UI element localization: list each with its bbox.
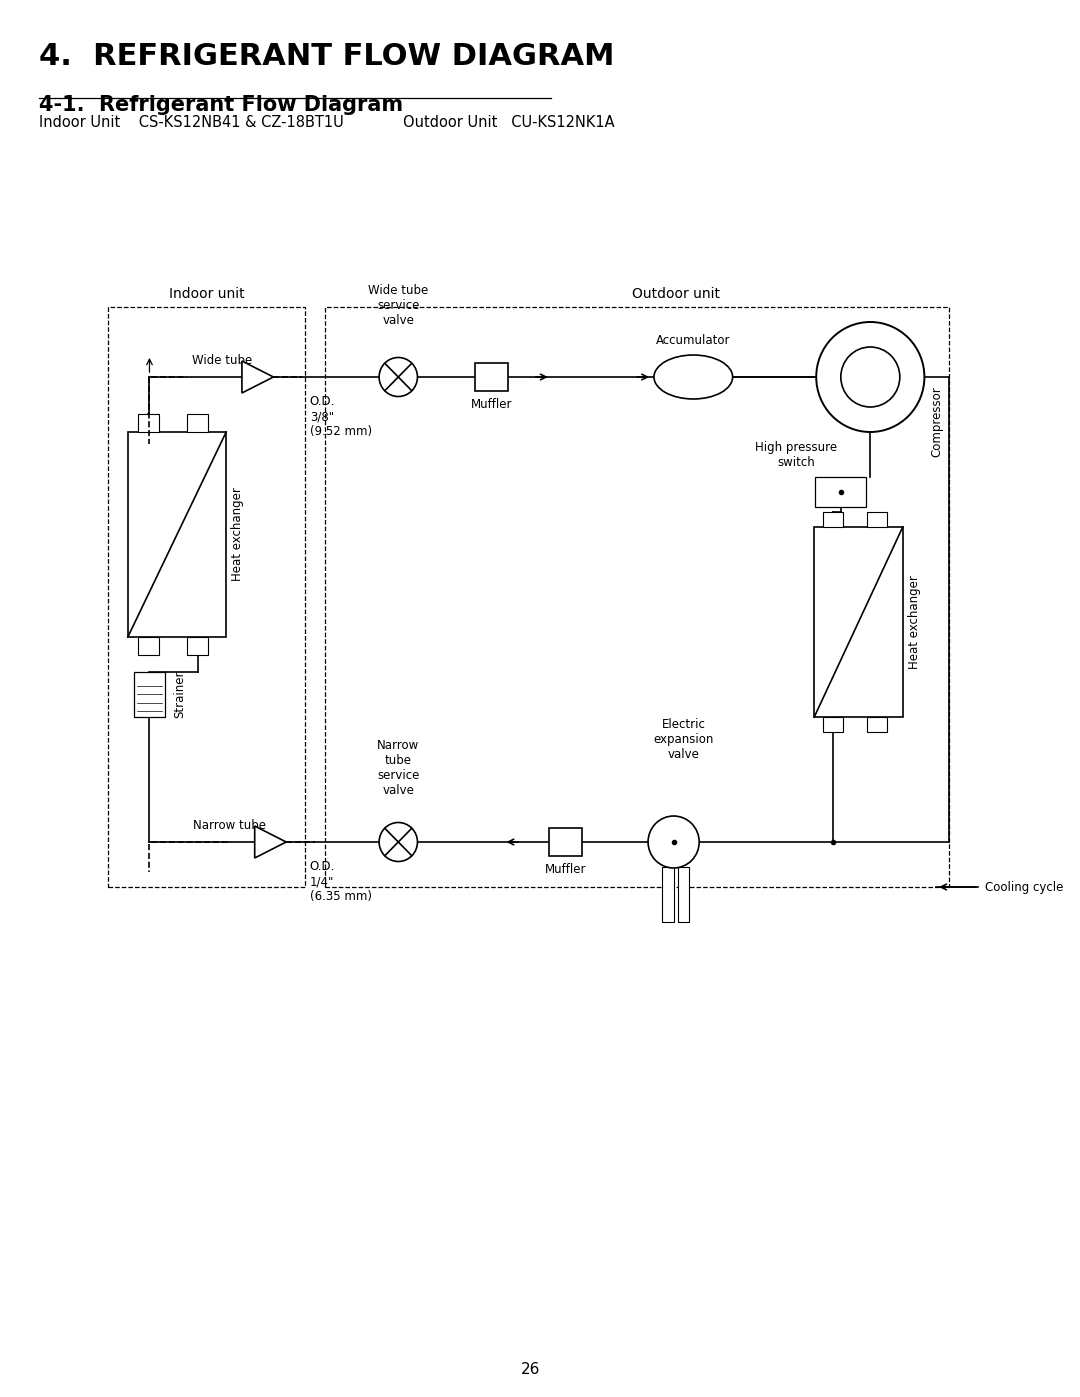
Text: Outdoor Unit   CU-KS12NK1A: Outdoor Unit CU-KS12NK1A (403, 115, 615, 130)
Text: M: M (667, 835, 679, 848)
Bar (677, 868, 689, 922)
Bar (134, 672, 165, 717)
Bar (127, 432, 226, 637)
Circle shape (379, 823, 418, 862)
Text: Narrow tube: Narrow tube (192, 819, 266, 833)
Bar (662, 868, 674, 922)
Bar (137, 637, 160, 655)
Text: 4-1.  Refrigerant Flow Diagram: 4-1. Refrigerant Flow Diagram (39, 95, 404, 115)
Circle shape (379, 358, 418, 397)
Text: Muffler: Muffler (471, 398, 512, 411)
Text: Narrow
tube
service
valve: Narrow tube service valve (377, 739, 419, 798)
Text: Outdoor unit: Outdoor unit (632, 286, 720, 300)
Polygon shape (255, 826, 286, 858)
Text: Muffler: Muffler (544, 863, 586, 876)
Bar (550, 828, 582, 856)
Bar (187, 414, 208, 432)
Text: Compressor: Compressor (931, 387, 944, 457)
Text: Heat exchanger: Heat exchanger (908, 576, 921, 669)
Text: Accumulator: Accumulator (656, 334, 730, 346)
Text: Wide tube: Wide tube (192, 353, 253, 367)
Polygon shape (242, 360, 273, 393)
Text: High pressure
switch: High pressure switch (756, 441, 838, 469)
Circle shape (841, 346, 900, 407)
Bar (475, 363, 508, 391)
Bar (137, 414, 160, 432)
Text: Heat exchanger: Heat exchanger (231, 488, 244, 581)
Text: O.D.
3/8"
(9.52 mm): O.D. 3/8" (9.52 mm) (310, 395, 372, 439)
Text: H.P.: H.P. (831, 488, 851, 497)
Text: O.D.
1/4"
(6.35 mm): O.D. 1/4" (6.35 mm) (310, 861, 372, 902)
Bar (823, 511, 842, 527)
Bar (867, 717, 887, 732)
Text: Wide tube
service
valve: Wide tube service valve (368, 284, 429, 327)
Bar (187, 637, 208, 655)
Text: Indoor Unit    CS-KS12NB41 & CZ-18BT1U: Indoor Unit CS-KS12NB41 & CZ-18BT1U (39, 115, 345, 130)
Text: 26: 26 (522, 1362, 541, 1376)
Bar (814, 527, 903, 717)
Text: 4.  REFRIGERANT FLOW DIAGRAM: 4. REFRIGERANT FLOW DIAGRAM (39, 42, 615, 71)
Circle shape (648, 816, 699, 868)
Text: Cooling cycle: Cooling cycle (985, 880, 1064, 894)
Text: Indoor unit: Indoor unit (168, 286, 244, 300)
Text: Strainer: Strainer (173, 671, 186, 718)
Text: Electric
expansion
valve: Electric expansion valve (653, 718, 714, 761)
Bar (815, 476, 866, 507)
Ellipse shape (654, 355, 732, 400)
Circle shape (816, 321, 924, 432)
Bar (823, 717, 842, 732)
Bar (867, 511, 887, 527)
